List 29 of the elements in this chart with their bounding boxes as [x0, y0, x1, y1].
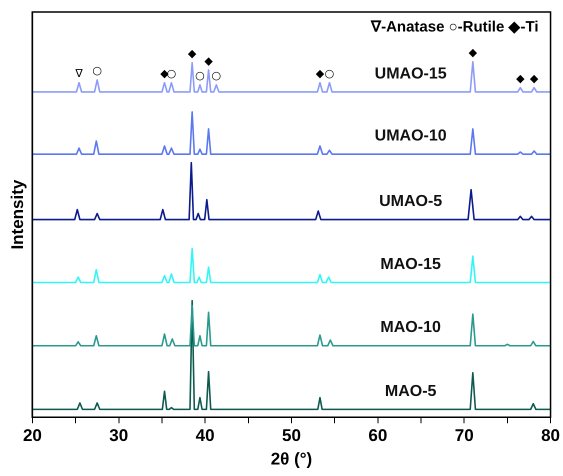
annotation: ○: [324, 67, 334, 80]
x-tick-label: 70: [454, 426, 474, 446]
series-label: MAO-10: [380, 319, 441, 336]
x-tick-label: 60: [368, 426, 388, 446]
text: ∇-Anatase ○-Rutile ◆-Ti: [370, 18, 539, 36]
x-tick-label: 40: [196, 426, 215, 446]
x-tick-label: 20: [22, 426, 42, 446]
x-axis-title: 2θ (°): [270, 449, 312, 468]
annotation: ◆: [204, 54, 214, 68]
annotation: ◆: [516, 72, 526, 86]
annotation: ○: [166, 67, 176, 80]
x-tick-label: 50: [282, 426, 301, 446]
y-axis-title: Intensity: [8, 179, 27, 250]
series-label: MAO-15: [380, 256, 441, 273]
annotation: ∇: [74, 67, 84, 80]
series-label: UMAO-10: [374, 128, 447, 145]
annotation: ○: [195, 69, 205, 82]
series-label: MAO-5: [384, 382, 437, 400]
x-tick-label: 80: [541, 426, 560, 446]
annotation: ◆: [468, 46, 478, 60]
annotation: ○: [92, 64, 102, 78]
series-label: UMAO-5: [379, 192, 442, 210]
annotation: ◆: [160, 67, 170, 80]
annotation: ◆: [316, 67, 325, 80]
annotation: ○: [212, 69, 222, 82]
x-tick-label: 30: [109, 426, 128, 446]
annotation: ◆: [530, 72, 539, 86]
series-label: UMAO-15: [374, 65, 447, 82]
annotation: ◆: [188, 47, 197, 60]
